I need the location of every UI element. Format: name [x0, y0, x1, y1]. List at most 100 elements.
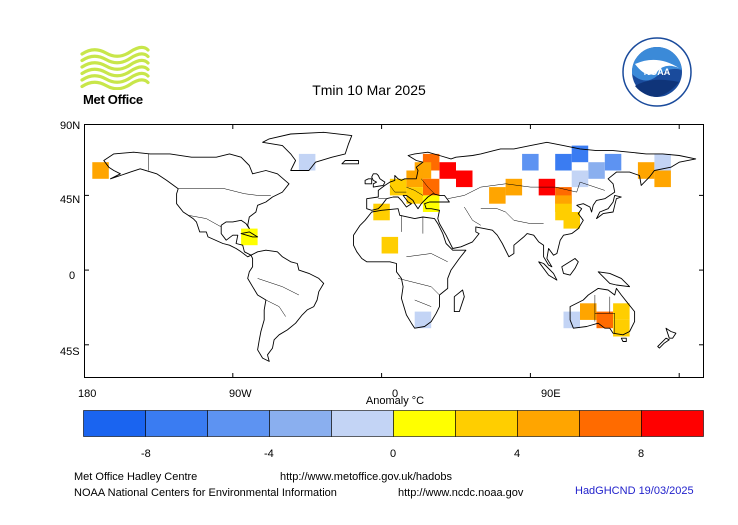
noaa-seal-logo: NOAA [622, 37, 692, 107]
colorbar [83, 410, 704, 437]
country-border [447, 181, 605, 199]
met-office-logo-text: Met Office [83, 92, 143, 107]
noaa-seal-text: NOAA [644, 67, 671, 77]
footer-org-metoffice: Met Office Hadley Centre [74, 471, 198, 483]
anomaly-cell [406, 187, 423, 204]
map-frame [84, 124, 704, 378]
country-border [188, 215, 222, 228]
colorbar-bin [517, 410, 580, 437]
anomaly-cell [654, 153, 671, 171]
anomaly-cell [381, 236, 399, 254]
anomaly-cell [489, 187, 506, 204]
country-border [464, 206, 481, 226]
anomaly-cell [563, 311, 580, 329]
coastline-north-america [103, 151, 290, 258]
wave-stroke [80, 71, 150, 84]
coastline-new-guinea [597, 271, 631, 288]
coastline-new-zealand [665, 327, 677, 339]
coastline-tasmania [620, 337, 627, 342]
anomaly-cell [422, 195, 440, 212]
dataset-stamp: HadGHCND 19/03/2025 [575, 485, 694, 497]
wave-stroke [80, 58, 150, 71]
country-border [480, 208, 544, 224]
anomaly-cell [505, 178, 523, 196]
anomaly-cell [298, 153, 316, 171]
met-office-waves-logo [80, 45, 150, 90]
anomaly-cell [613, 303, 630, 320]
anomaly-cell [613, 319, 630, 337]
anomaly-cell [571, 170, 589, 188]
lon-label-0: 0 [392, 388, 399, 400]
country-border [257, 278, 300, 296]
coastline-eurasia [366, 141, 697, 268]
coastline-iceland [341, 160, 359, 165]
coastline-greenland [262, 131, 353, 171]
colorbar-bin [331, 410, 394, 437]
anomaly-cell [422, 178, 440, 196]
coastline-new-zealand-south [657, 337, 670, 349]
anomaly-cell [637, 162, 655, 179]
anomaly-cell [555, 153, 572, 171]
lon-label-90e: 90E [541, 388, 561, 400]
anomaly-cell [373, 203, 390, 221]
wave-stroke [80, 78, 150, 90]
footer-url-metoffice[interactable]: http://www.metoffice.gov.uk/hadobs [280, 471, 453, 483]
footer-url-noaa[interactable]: http://www.ncdc.noaa.gov [398, 487, 524, 499]
footer-org-noaa: NOAA National Centers for Environmental … [74, 487, 337, 499]
colorbar-tick-minus4: -4 [264, 448, 274, 460]
lat-label-0: 0 [69, 270, 76, 282]
coastline-japan [596, 194, 622, 220]
anomaly-cell [439, 162, 456, 179]
lon-label-90w: 90W [229, 388, 252, 400]
country-border [389, 185, 407, 193]
coastline-madagascar [453, 289, 465, 313]
coastline-south-america [247, 249, 325, 362]
lat-label-45s: 45S [60, 346, 80, 358]
colorbar-bin [393, 410, 456, 437]
anomaly-cell [456, 170, 473, 188]
country-border [406, 186, 424, 196]
lat-label-45n: 45N [60, 194, 81, 206]
colorbar-bin [207, 410, 270, 437]
country-border [414, 299, 432, 307]
coastline-australia [569, 287, 636, 336]
anomaly-cell [580, 303, 597, 320]
colorbar-bin [83, 410, 146, 437]
coastline-borneo [561, 258, 579, 276]
anomaly-cell [522, 153, 539, 171]
coastline-sumatra [538, 261, 558, 281]
colorbar-bin [455, 410, 518, 437]
anomaly-cell [563, 212, 580, 229]
coastline-uk [371, 173, 386, 188]
country-border [421, 178, 435, 194]
anomaly-cell [654, 170, 671, 188]
country-border [398, 278, 440, 296]
map-title: Tmin 10 Mar 2025 [312, 82, 426, 98]
wave-stroke [80, 52, 150, 65]
coastline-cuba [240, 231, 259, 238]
lat-label-90n: 90N [60, 120, 81, 132]
anomaly-cell [92, 162, 109, 179]
colorbar-title: Anomaly °C [365, 395, 425, 407]
country-border [178, 188, 271, 196]
coastline-ireland [364, 178, 373, 185]
colorbar-tick-minus8: -8 [141, 448, 151, 460]
coastline-africa [353, 208, 467, 329]
country-border [406, 253, 448, 263]
anomaly-cell [596, 311, 613, 329]
colorbar-bin [269, 410, 332, 437]
lon-label-180: 180 [78, 388, 97, 400]
colorbar-tick-8: 8 [638, 448, 645, 460]
colorbar-bin [145, 410, 208, 437]
colorbar-tick-0: 0 [390, 448, 397, 460]
colorbar-tick-4: 4 [514, 448, 521, 460]
anomaly-cell [588, 162, 605, 179]
anomaly-cell [414, 311, 432, 329]
colorbar-bin [641, 410, 704, 437]
wave-stroke [80, 65, 150, 78]
world-map [84, 124, 704, 378]
anomaly-cell [604, 153, 622, 171]
wave-stroke [80, 45, 150, 58]
colorbar-bin [579, 410, 642, 437]
